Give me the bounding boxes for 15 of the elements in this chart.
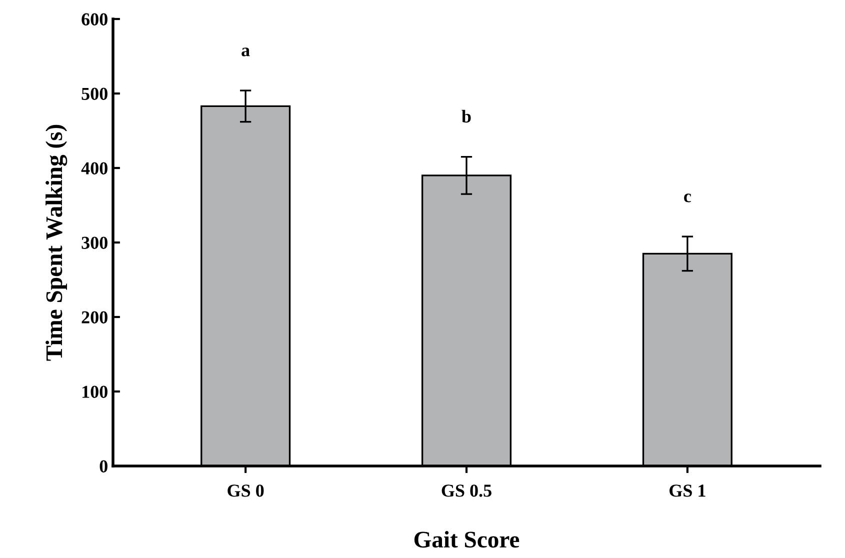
y-tick-label: 500: [82, 88, 108, 100]
y-tick-label: 100: [82, 386, 108, 398]
x-tick-label: GS 0: [228, 484, 264, 497]
y-tick-label: 200: [82, 311, 108, 324]
annotation: a: [242, 48, 250, 56]
y-tick-label: 600: [82, 13, 108, 26]
y-axis-title: Time Spent Walking (s): [46, 124, 68, 361]
annotation: b: [462, 110, 471, 123]
x-tick-label: GS 0.5: [442, 484, 492, 497]
x-axis-title: Gait Score: [414, 530, 520, 548]
y-tick-label: 0: [100, 460, 108, 472]
annotation: c: [684, 194, 691, 202]
y-tick-label: 300: [82, 236, 108, 249]
x-tick-label: GS 1: [670, 484, 706, 497]
y-tick-label: 400: [81, 162, 108, 174]
